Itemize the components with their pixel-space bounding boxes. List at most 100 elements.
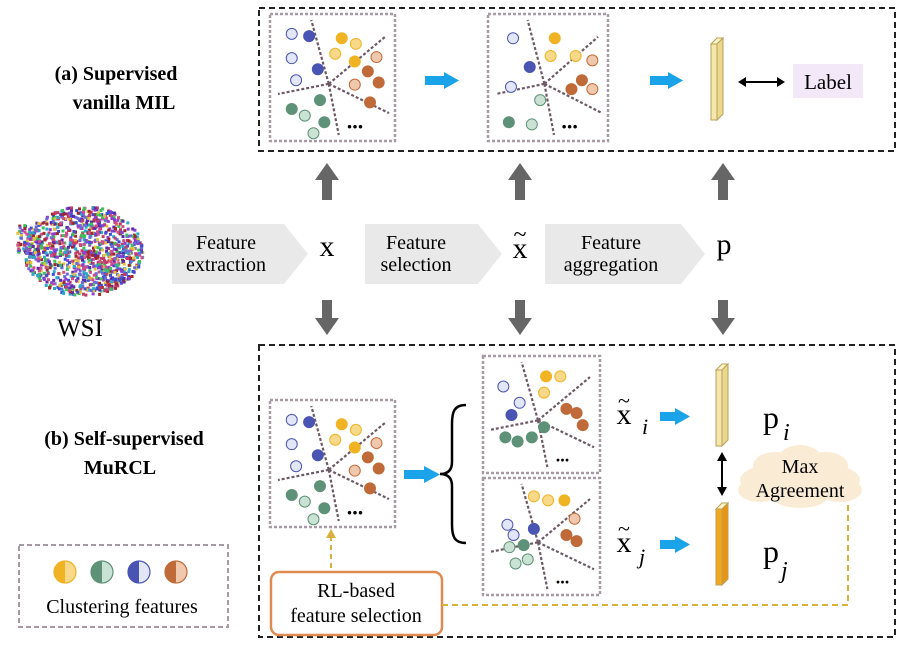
feature-instance-dot xyxy=(307,127,320,140)
feature-instance-dot xyxy=(364,482,376,495)
cluster-boundary xyxy=(327,83,340,136)
section-b-title-line2: MuRCL xyxy=(84,457,156,479)
feature-instance-dot xyxy=(527,490,540,503)
feature-instance-dot xyxy=(568,512,581,525)
feature-instance-dot xyxy=(318,502,331,515)
cluster-boundary xyxy=(310,405,330,471)
feature-instance-dot xyxy=(314,480,326,493)
feature-instance-dot xyxy=(372,462,385,475)
rl-selection-line2: feature selection xyxy=(290,605,422,627)
svg-text:j: j xyxy=(636,544,645,569)
feature-instance-dot xyxy=(370,437,383,450)
rl-selection-box xyxy=(269,570,444,637)
step-selection-label-2: selection xyxy=(380,254,451,276)
blue-arrow-b2 xyxy=(660,408,690,425)
step-aggregation-label-1: Feature xyxy=(581,232,641,254)
feature-instance-dot xyxy=(523,61,536,74)
ellipsis-mark: ... xyxy=(561,108,578,133)
cluster-boundary xyxy=(537,376,591,422)
feature-instance-dot xyxy=(285,438,298,451)
feature-instance-dot xyxy=(540,370,553,383)
cluster-boundary xyxy=(495,82,545,96)
step-extraction-label-1: Feature xyxy=(196,232,256,254)
cluster-box-selected: ... xyxy=(486,12,610,143)
symbol-x: x xyxy=(320,230,335,263)
feature-instance-dot xyxy=(298,495,311,508)
feature-instance-dot xyxy=(329,433,342,446)
feedback-dashed-up xyxy=(326,529,336,568)
legend-gold-icon xyxy=(53,560,77,584)
feature-instance-dot xyxy=(544,49,557,62)
feature-instance-dot xyxy=(507,528,520,541)
ellipsis-mark: ... xyxy=(556,445,570,465)
cluster-boundary xyxy=(277,82,329,96)
cluster-boundary xyxy=(543,36,599,85)
feature-instance-dot xyxy=(285,27,298,40)
legend-brown-icon xyxy=(164,560,188,584)
section-b-title-line1: (b) Self-supervised xyxy=(44,428,203,450)
legend-green-icon xyxy=(90,560,114,584)
pi-label: p i xyxy=(763,399,790,446)
label-text: Label xyxy=(804,70,852,94)
down-arrow-p xyxy=(711,300,735,335)
feature-instance-dot xyxy=(335,32,348,45)
feature-instance-dot xyxy=(505,409,518,422)
up-arrow-p xyxy=(711,163,735,200)
feature-instance-dot xyxy=(314,94,326,107)
cluster-boundary xyxy=(537,541,595,571)
svg-text:~: ~ xyxy=(618,516,630,541)
feature-instance-dot xyxy=(517,539,530,552)
feature-instance-dot xyxy=(311,63,324,76)
cluster-box-instances: ... xyxy=(268,12,397,143)
feature-instance-dot xyxy=(586,54,599,67)
feature-instance-dot xyxy=(348,464,361,477)
feature-instance-dot xyxy=(349,37,362,50)
step-selection-label-1: Feature xyxy=(386,232,446,254)
xi-label: ~ x i xyxy=(617,388,649,439)
cluster-boundary xyxy=(543,83,556,136)
feature-instance-dot xyxy=(569,49,582,62)
feature-instance-dot xyxy=(558,494,571,507)
feature-instance-dot xyxy=(565,83,578,96)
feature-instance-dot xyxy=(285,488,298,501)
feature-instance-dot xyxy=(361,65,374,78)
step-aggregation-arrow xyxy=(545,224,705,284)
symbol-x-tilde-mark: ~ xyxy=(514,222,527,248)
step-extraction-label-2: extraction xyxy=(186,254,266,276)
wsi-label: WSI xyxy=(57,315,103,342)
legend-icons xyxy=(53,560,188,584)
cluster-boundary xyxy=(490,541,539,553)
down-arrow-xt xyxy=(508,300,532,335)
feature-instance-dot xyxy=(298,109,311,122)
feature-instance-dot xyxy=(542,494,555,507)
cluster-boundary xyxy=(537,498,591,544)
legend-box xyxy=(18,544,229,628)
feature-instance-dot xyxy=(548,32,561,45)
feature-instance-dot xyxy=(503,541,516,554)
cluster-box-view-i: ... xyxy=(481,354,602,475)
legend-caption: Clustering features xyxy=(46,596,198,618)
max-agreement-cloud xyxy=(738,445,862,508)
feature-instance-dot xyxy=(285,52,298,65)
section-a-title-line2: vanilla MIL xyxy=(73,92,176,114)
feature-instance-dot xyxy=(521,553,534,566)
section-b-frame xyxy=(258,344,896,638)
pj-label: p j xyxy=(763,533,788,584)
feature-instance-dot xyxy=(349,423,362,436)
feature-instance-dot xyxy=(370,51,383,64)
feature-instance-dot xyxy=(554,370,567,383)
agreement-double-arrow xyxy=(717,452,727,496)
feature-instance-dot xyxy=(285,102,298,115)
feature-instance-dot xyxy=(511,435,524,448)
blue-arrow-b3 xyxy=(660,536,690,553)
feature-instance-dot xyxy=(534,94,547,107)
svg-text:x: x xyxy=(617,398,632,431)
feature-instance-dot xyxy=(504,80,517,93)
feature-instance-dot xyxy=(348,78,361,91)
ellipsis-mark: ... xyxy=(347,108,364,133)
feature-instance-dot xyxy=(560,528,573,541)
feature-instance-dot xyxy=(307,513,320,526)
feature-instance-dot xyxy=(570,535,583,548)
blue-arrow-b1 xyxy=(404,466,440,483)
